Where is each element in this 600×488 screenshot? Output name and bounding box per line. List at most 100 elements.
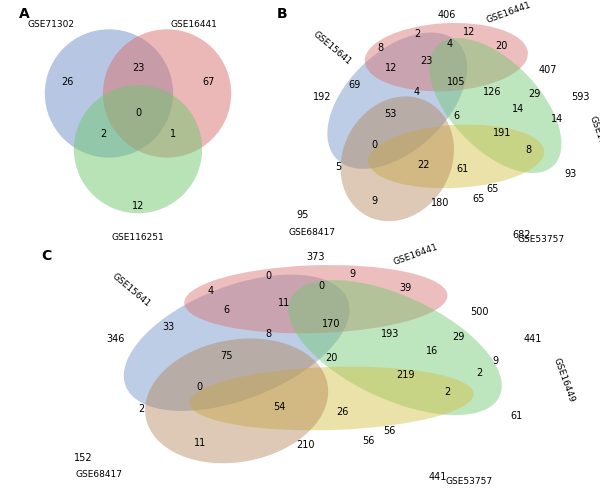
Text: 95: 95 bbox=[296, 210, 308, 220]
Text: 75: 75 bbox=[220, 350, 232, 360]
Text: 373: 373 bbox=[307, 251, 325, 261]
Text: 500: 500 bbox=[470, 306, 489, 317]
Text: 2: 2 bbox=[139, 403, 145, 413]
Text: 105: 105 bbox=[447, 77, 466, 87]
Text: 2: 2 bbox=[476, 367, 482, 377]
Text: 8: 8 bbox=[265, 328, 271, 338]
Ellipse shape bbox=[328, 34, 467, 169]
Text: 2: 2 bbox=[414, 29, 420, 39]
Text: 593: 593 bbox=[571, 92, 590, 102]
Ellipse shape bbox=[288, 281, 502, 415]
Text: 23: 23 bbox=[421, 56, 433, 65]
Text: 61: 61 bbox=[457, 164, 469, 174]
Text: 219: 219 bbox=[397, 369, 415, 380]
Text: 9: 9 bbox=[350, 268, 356, 278]
Text: 20: 20 bbox=[325, 352, 338, 363]
Text: 93: 93 bbox=[565, 169, 577, 179]
Text: GSE16449: GSE16449 bbox=[552, 356, 576, 403]
Text: GSE15641: GSE15641 bbox=[311, 30, 353, 67]
Text: 65: 65 bbox=[486, 183, 498, 193]
Text: GSE53757: GSE53757 bbox=[445, 476, 493, 485]
Text: GSE71302: GSE71302 bbox=[28, 20, 74, 29]
Text: GSE16441: GSE16441 bbox=[392, 242, 440, 266]
Text: 11: 11 bbox=[278, 297, 290, 307]
Text: 0: 0 bbox=[318, 280, 324, 290]
Text: 170: 170 bbox=[322, 319, 341, 329]
Text: 4: 4 bbox=[446, 39, 452, 48]
Text: 26: 26 bbox=[336, 406, 349, 416]
Text: 33: 33 bbox=[162, 321, 174, 331]
Text: A: A bbox=[19, 7, 30, 21]
Text: 29: 29 bbox=[452, 331, 464, 341]
Text: 682: 682 bbox=[512, 229, 531, 239]
Text: 441: 441 bbox=[428, 471, 446, 481]
Text: 9: 9 bbox=[492, 355, 499, 365]
Text: 9: 9 bbox=[371, 196, 377, 205]
Text: 56: 56 bbox=[362, 435, 375, 445]
Text: GSE116251: GSE116251 bbox=[112, 232, 164, 241]
Text: 39: 39 bbox=[400, 283, 412, 292]
Ellipse shape bbox=[368, 125, 544, 189]
Text: 14: 14 bbox=[551, 113, 563, 123]
Text: 54: 54 bbox=[272, 401, 285, 411]
Ellipse shape bbox=[341, 97, 454, 222]
Text: 406: 406 bbox=[437, 10, 455, 20]
Text: 56: 56 bbox=[383, 425, 396, 435]
Text: 6: 6 bbox=[223, 304, 229, 314]
Text: GSE15641: GSE15641 bbox=[110, 271, 152, 308]
Text: 193: 193 bbox=[380, 328, 399, 338]
Text: 191: 191 bbox=[493, 128, 511, 138]
Text: GSE68417: GSE68417 bbox=[289, 227, 336, 237]
Text: 192: 192 bbox=[313, 92, 331, 102]
Text: 2: 2 bbox=[100, 129, 106, 139]
Text: GSE16449: GSE16449 bbox=[588, 114, 600, 161]
Text: 61: 61 bbox=[511, 410, 523, 421]
Text: 180: 180 bbox=[431, 198, 449, 208]
Text: C: C bbox=[41, 249, 52, 263]
Text: 346: 346 bbox=[106, 333, 124, 343]
Text: 5: 5 bbox=[335, 162, 341, 172]
Text: 0: 0 bbox=[197, 382, 203, 391]
Text: 20: 20 bbox=[496, 41, 508, 51]
Text: 14: 14 bbox=[512, 104, 524, 114]
Text: B: B bbox=[276, 7, 287, 21]
Ellipse shape bbox=[145, 339, 328, 463]
Circle shape bbox=[103, 30, 231, 158]
Circle shape bbox=[74, 86, 202, 214]
Text: 8: 8 bbox=[525, 145, 531, 155]
Ellipse shape bbox=[365, 24, 528, 92]
Ellipse shape bbox=[124, 275, 350, 411]
Text: GSE16441: GSE16441 bbox=[485, 0, 532, 24]
Text: 26: 26 bbox=[62, 77, 74, 87]
Text: 22: 22 bbox=[417, 159, 430, 169]
Ellipse shape bbox=[190, 367, 474, 430]
Text: 53: 53 bbox=[385, 109, 397, 119]
Text: 29: 29 bbox=[529, 89, 541, 99]
Text: 4: 4 bbox=[207, 285, 214, 295]
Text: 0: 0 bbox=[265, 270, 271, 281]
Text: GSE68417: GSE68417 bbox=[76, 469, 123, 478]
Text: 126: 126 bbox=[483, 87, 502, 97]
Text: 0: 0 bbox=[135, 107, 141, 117]
Text: 67: 67 bbox=[202, 77, 214, 87]
Text: 0: 0 bbox=[371, 140, 377, 150]
Text: 12: 12 bbox=[385, 62, 397, 73]
Circle shape bbox=[45, 30, 173, 158]
Text: 8: 8 bbox=[378, 43, 384, 53]
Text: 12: 12 bbox=[132, 201, 144, 210]
Text: 65: 65 bbox=[473, 193, 485, 203]
Ellipse shape bbox=[184, 265, 448, 334]
Text: 12: 12 bbox=[463, 26, 475, 37]
Text: 69: 69 bbox=[349, 80, 361, 90]
Text: 2: 2 bbox=[445, 386, 451, 396]
Text: 1: 1 bbox=[170, 129, 176, 139]
Text: 16: 16 bbox=[426, 346, 438, 355]
Ellipse shape bbox=[429, 39, 562, 174]
Text: 11: 11 bbox=[194, 437, 206, 447]
Text: GSE16441: GSE16441 bbox=[170, 20, 217, 29]
Text: GSE53757: GSE53757 bbox=[518, 235, 565, 244]
Text: 23: 23 bbox=[132, 62, 144, 73]
Text: 407: 407 bbox=[538, 65, 557, 75]
Text: 4: 4 bbox=[414, 87, 420, 97]
Text: 6: 6 bbox=[453, 111, 459, 121]
